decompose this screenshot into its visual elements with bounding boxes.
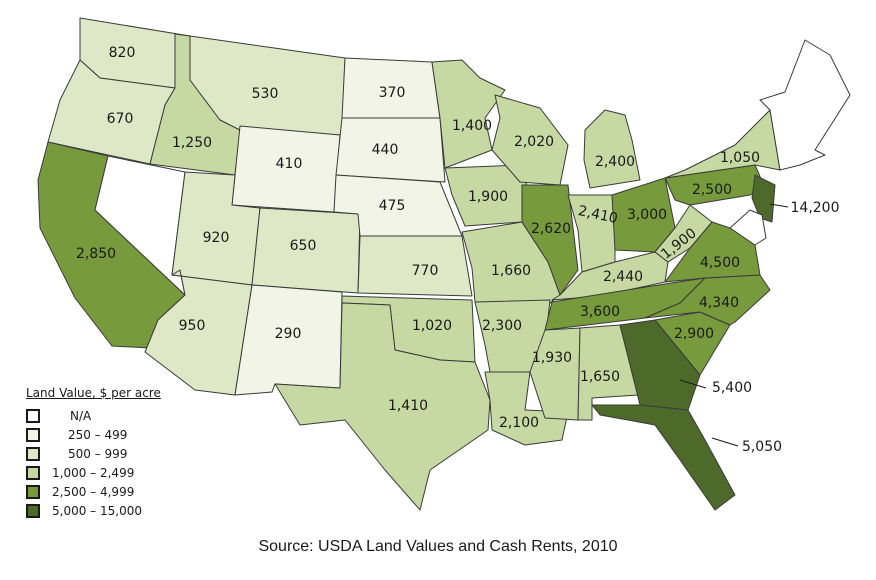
label-california: 2,850 — [76, 246, 116, 262]
label-north-dakota: 370 — [379, 85, 406, 101]
legend-swatch — [26, 484, 40, 499]
legend-item-500-999: 500 – 999 — [26, 444, 161, 463]
legend-label: 500 – 999 — [68, 446, 128, 461]
label-georgia: 5,400 — [712, 380, 752, 396]
legend-item-1000-2499: 1,000 – 2,499 — [26, 463, 161, 482]
label-wyoming: 410 — [276, 156, 303, 172]
label-south-carolina: 2,900 — [674, 326, 714, 342]
label-idaho: 1,250 — [172, 135, 212, 151]
label-ohio: 3,000 — [627, 207, 667, 223]
legend-label: 1,000 – 2,499 — [52, 465, 135, 480]
label-arkansas: 2,300 — [482, 318, 522, 334]
label-nebraska: 475 — [379, 198, 406, 214]
state-minnesota — [431, 59, 506, 169]
state-louisiana — [484, 371, 569, 446]
state-delaware-maryland — [729, 209, 767, 246]
state-new-jersey — [751, 174, 776, 223]
label-kansas: 770 — [412, 263, 439, 279]
label-michigan: 2,400 — [595, 154, 635, 170]
legend-item-250-499: 250 – 499 — [26, 425, 161, 444]
label-montana: 530 — [252, 86, 279, 102]
label-utah: 920 — [203, 230, 230, 246]
legend-item-na: N/A — [26, 406, 161, 425]
label-illinois: 2,620 — [531, 221, 571, 237]
legend-item-2500-4999: 2,500 – 4,999 — [26, 482, 161, 501]
state-south-dakota — [335, 117, 446, 183]
legend-label: 2,500 – 4,999 — [52, 484, 135, 499]
state-new-york — [664, 109, 781, 179]
label-texas: 1,410 — [388, 398, 428, 414]
label-florida: 5,050 — [742, 439, 782, 455]
label-mississippi: 1,930 — [532, 350, 572, 366]
legend: Land Value, $ per acre N/A 250 – 499 500… — [26, 386, 161, 520]
label-colorado: 650 — [290, 238, 317, 254]
label-oklahoma: 1,020 — [412, 318, 452, 334]
label-missouri: 1,660 — [491, 263, 531, 279]
label-iowa: 1,900 — [468, 189, 508, 205]
state-wisconsin — [491, 94, 569, 186]
leader-new-jersey — [769, 203, 789, 208]
legend-item-5000-15000: 5,000 – 15,000 — [26, 501, 161, 520]
leader-georgia — [679, 379, 707, 389]
legend-swatch — [26, 446, 40, 461]
legend-swatch — [26, 427, 40, 442]
label-arizona: 950 — [179, 318, 206, 334]
state-west-virginia — [654, 204, 713, 263]
state-georgia — [619, 319, 701, 411]
label-south-dakota: 440 — [372, 142, 399, 158]
legend-label: 5,000 – 15,000 — [52, 503, 142, 518]
legend-swatch — [26, 503, 40, 518]
label-louisiana: 2,100 — [499, 415, 539, 431]
label-virginia: 4,500 — [700, 255, 740, 271]
state-mississippi — [529, 327, 581, 421]
label-wisconsin: 2,020 — [514, 134, 554, 150]
legend-label: 250 – 499 — [68, 427, 128, 442]
legend-swatch — [26, 408, 40, 423]
legend-label: N/A — [70, 408, 92, 423]
leader-florida — [711, 437, 739, 447]
label-north-carolina: 4,340 — [699, 295, 739, 311]
state-texas — [274, 302, 491, 511]
label-pennsylvania: 2,500 — [692, 182, 732, 198]
label-minnesota: 1,400 — [452, 118, 492, 134]
legend-swatch — [26, 465, 40, 480]
label-tennessee: 3,600 — [580, 304, 620, 320]
label-new-york: 1,050 — [720, 150, 760, 166]
label-kentucky: 2,440 — [603, 269, 643, 285]
source-caption: Source: USDA Land Values and Cash Rents,… — [258, 538, 618, 555]
label-new-mexico: 290 — [275, 326, 302, 342]
state-new-england — [759, 39, 851, 171]
label-oregon: 670 — [107, 111, 134, 127]
label-new-jersey: 14,200 — [791, 200, 840, 216]
label-alabama: 1,650 — [580, 369, 620, 385]
state-florida — [591, 404, 736, 511]
label-washington: 820 — [109, 45, 136, 61]
state-kansas — [357, 235, 473, 297]
legend-title: Land Value, $ per acre — [26, 386, 161, 400]
state-michigan — [583, 109, 641, 189]
